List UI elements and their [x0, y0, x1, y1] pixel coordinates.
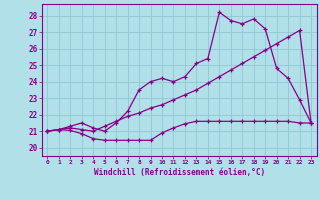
X-axis label: Windchill (Refroidissement éolien,°C): Windchill (Refroidissement éolien,°C)	[94, 168, 265, 177]
